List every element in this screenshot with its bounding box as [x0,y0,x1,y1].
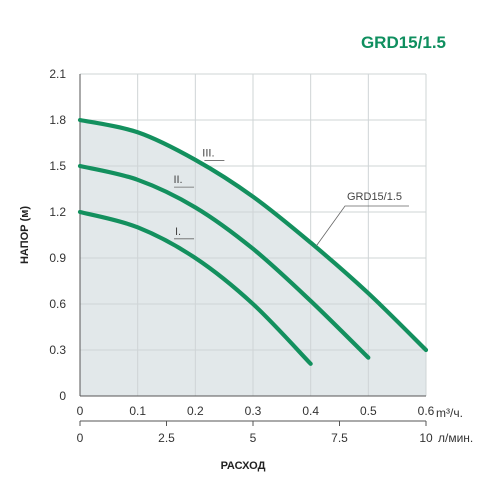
curve-label-2: II. [173,174,182,186]
envelope-annotation-leader [316,205,409,246]
y-tick-label-2: 0.6 [49,297,66,311]
y-tick-label-7: 2.1 [49,67,66,81]
y-tick-label-5: 1.5 [49,159,66,173]
x-tick-label-4: 0.4 [302,404,319,418]
curve-1 [77,209,313,366]
x2-tick-label-4: 10 [419,431,433,445]
chart-title: GRD15/1.5 [361,33,446,52]
y-tick-label-1: 0.3 [49,343,66,357]
x2-tick-label-0: 0 [77,431,84,445]
curve-3 [77,117,429,353]
x-tick-label-6: 0.6 [418,404,435,418]
curve-2 [77,163,371,360]
x-axis-unit-m3h: m³/ч. [436,406,463,420]
x-tick-label-3: 0.3 [245,404,262,418]
y-tick-label-0: 0 [59,389,66,403]
x-tick-label-1: 0.1 [129,404,146,418]
y-tick-label-4: 1.2 [49,205,66,219]
x-axis-title: РАСХОД [221,460,266,472]
x-axis-unit-lmin: л/мин. [438,431,473,445]
y-tick-label-6: 1.8 [49,113,66,127]
curve-label-3: III. [202,148,214,160]
x-tick-label-0: 0 [77,404,84,418]
x-tick-label-2: 0.2 [187,404,204,418]
curve-label-1: I. [175,226,181,238]
envelope-annotation: GRD15/1.5 [347,191,402,203]
x2-tick-label-1: 2.5 [158,431,175,445]
x-tick-label-5: 0.5 [360,404,377,418]
x2-tick-label-3: 7.5 [331,431,348,445]
y-tick-label-3: 0.9 [49,251,66,265]
y-axis-title: НАПОР (м) [19,206,31,264]
x2-tick-label-2: 5 [250,431,257,445]
